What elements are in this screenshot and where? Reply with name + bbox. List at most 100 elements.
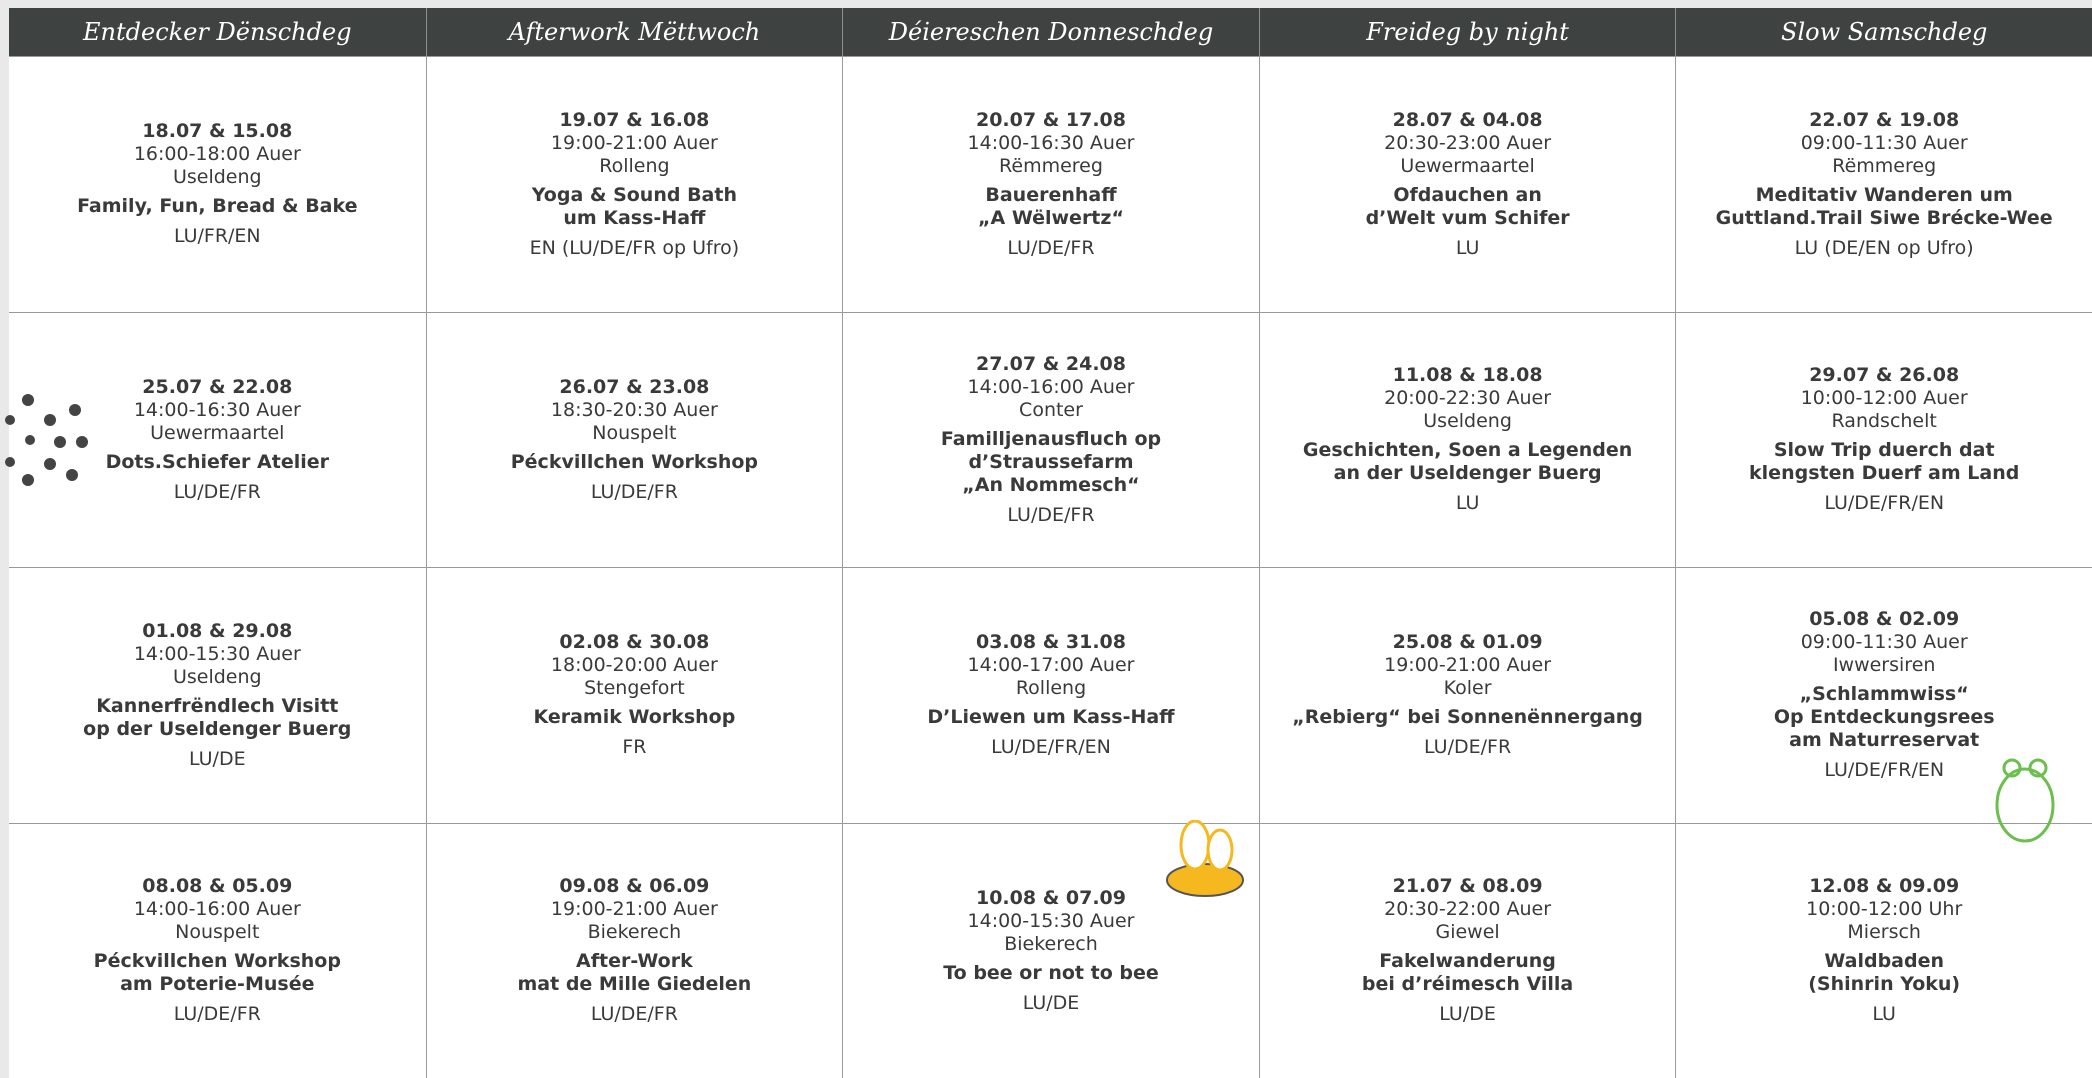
event-cell: 18.07 & 15.08 16:00-18:00 Auer Useldeng Fam… bbox=[9, 56, 426, 312]
event-time: 09:00-11:30 Auer bbox=[1800, 631, 1968, 654]
event-title-line: Yoga & Sound Bath bbox=[531, 183, 737, 206]
event-title-line: Slow Trip duerch dat bbox=[1773, 439, 1995, 462]
event-time: 14:00-16:00 Auer bbox=[967, 375, 1135, 398]
event-time: 14:00-16:00 Auer bbox=[133, 898, 301, 921]
event-cell: 26.07 & 23.08 18:30-20:30 Auer Nouspelt Péc… bbox=[425, 311, 843, 567]
event-place: Rëmmereg bbox=[999, 154, 1103, 177]
event-dates: 10.08 & 07.09 bbox=[975, 886, 1126, 909]
event-dates: 21.07 & 08.09 bbox=[1392, 875, 1543, 898]
event-time: 19:00-21:00 Auer bbox=[1384, 654, 1552, 677]
event-languages: LU bbox=[1872, 1003, 1896, 1026]
event-dates: 22.07 & 19.08 bbox=[1809, 108, 1960, 131]
event-place: Stengefort bbox=[584, 677, 685, 700]
event-place: Useldeng bbox=[172, 665, 262, 688]
event-languages: LU/FR/EN bbox=[173, 225, 261, 248]
event-languages: LU/DE/FR bbox=[590, 1003, 678, 1026]
event-time: 20:00-22:30 Auer bbox=[1384, 387, 1552, 410]
column-header: Afterwork Mëttwoch bbox=[425, 8, 843, 56]
event-title-line: „An Nommesch“ bbox=[962, 473, 1140, 496]
event-place: Useldeng bbox=[1423, 410, 1512, 433]
event-title: Waldbaden (Shinrin Yoku) bbox=[1808, 950, 1960, 996]
event-dates: 26.07 & 23.08 bbox=[559, 375, 710, 398]
event-place: Miersch bbox=[1847, 921, 1921, 944]
event-title: To bee or not to bee bbox=[943, 962, 1159, 985]
event-place: Rolleng bbox=[599, 154, 670, 177]
event-languages: LU bbox=[1455, 492, 1480, 515]
event-dates: 09.08 & 06.09 bbox=[559, 875, 710, 898]
event-dates: 29.07 & 26.08 bbox=[1809, 364, 1960, 387]
event-cell: 08.08 & 05.09 14:00-16:00 Auer Nouspelt Péc… bbox=[9, 822, 426, 1078]
event-title: Familljenausfluch op d’Straussefarm „An No… bbox=[941, 428, 1161, 497]
event-title-line: Kannerfrëndlech Visitt bbox=[96, 694, 339, 717]
event-title: Slow Trip duerch dat klengsten Duerf am L… bbox=[1749, 439, 2019, 485]
event-dates: 25.07 & 22.08 bbox=[142, 375, 293, 398]
event-title-line: bei d’réimesch Villa bbox=[1361, 973, 1574, 996]
event-dates: 01.08 & 29.08 bbox=[142, 619, 293, 642]
event-cell: 11.08 & 18.08 20:00-22:30 Auer Useldeng Ges… bbox=[1258, 311, 1676, 567]
event-cell: 29.07 & 26.08 10:00-12:00 Auer Randschelt S… bbox=[1675, 311, 2092, 567]
event-title-line: am Poterie-Musée bbox=[120, 973, 315, 996]
event-title-line: am Naturreservat bbox=[1789, 729, 1980, 752]
column-header: Entdecker Dënschdeg bbox=[9, 8, 426, 56]
event-cell: 12.08 & 09.09 10:00-12:00 Uhr Miersch Waldb… bbox=[1675, 822, 2092, 1078]
event-time: 14:00-16:30 Auer bbox=[967, 131, 1135, 154]
event-languages: LU/DE/FR/EN bbox=[1824, 759, 1945, 782]
event-title-line: Péckvillchen Workshop bbox=[510, 450, 759, 473]
event-place: Koler bbox=[1443, 677, 1492, 700]
event-title-line: Keramik Workshop bbox=[533, 706, 736, 729]
event-title-line: op der Useldenger Buerg bbox=[83, 717, 352, 740]
event-cell: 19.07 & 16.08 19:00-21:00 Auer Rolleng Yoga… bbox=[425, 56, 843, 312]
event-cell: 22.07 & 19.08 09:00-11:30 Auer Rëmmereg Med… bbox=[1675, 56, 2092, 312]
event-title: Family, Fun, Bread & Bake bbox=[77, 195, 357, 218]
event-title-line: Ofdauchen an bbox=[1393, 183, 1542, 206]
event-place: Conter bbox=[1019, 398, 1083, 421]
event-title-line: d’Straussefarm bbox=[968, 450, 1134, 473]
event-time: 20:30-23:00 Auer bbox=[1384, 131, 1552, 154]
event-dates: 02.08 & 30.08 bbox=[559, 631, 710, 654]
event-title: Ofdauchen an d’Welt vum Schifer bbox=[1366, 184, 1570, 230]
event-dates: 20.07 & 17.08 bbox=[975, 108, 1126, 131]
event-time: 19:00-21:00 Auer bbox=[550, 131, 718, 154]
schedule-grid: Entdecker Dënschdeg Afterwork Mëttwoch Déi… bbox=[9, 8, 2092, 1078]
event-title-line: Guttland.Trail Siwe Brécke-Wee bbox=[1715, 206, 2053, 229]
event-title: Dots.Schiefer Atelier bbox=[106, 451, 329, 474]
column-header: Déiereschen Donneschdeg bbox=[842, 8, 1259, 56]
event-languages: LU (DE/EN op Ufro) bbox=[1794, 236, 1974, 259]
event-time: 18:00-20:00 Auer bbox=[550, 654, 718, 677]
event-languages: LU/DE bbox=[1022, 991, 1080, 1014]
event-title: „Schlammwiss“ Op Entdeckungsrees am Naturr… bbox=[1774, 683, 1995, 752]
event-title-line: „Rebierg“ bei Sonnenënnergang bbox=[1292, 706, 1643, 729]
event-cell: 02.08 & 30.08 18:00-20:00 Auer Stengefort K… bbox=[425, 567, 843, 823]
event-languages: LU/DE/FR bbox=[590, 480, 678, 503]
event-title-line: d’Welt vum Schifer bbox=[1365, 206, 1570, 229]
event-title: Yoga & Sound Bath um Kass-Haff bbox=[532, 184, 737, 230]
event-time: 14:00-15:30 Auer bbox=[967, 909, 1135, 932]
event-dates: 08.08 & 05.09 bbox=[142, 875, 293, 898]
event-title: D’Liewen um Kass-Haff bbox=[927, 706, 1174, 729]
event-languages: LU/DE/FR/EN bbox=[1824, 492, 1945, 515]
event-place: Nouspelt bbox=[175, 921, 260, 944]
event-title-line: After-Work bbox=[576, 950, 693, 973]
event-time: 14:00-17:00 Auer bbox=[967, 654, 1135, 677]
event-cell: 10.08 & 07.09 14:00-15:30 Auer Biekerech To… bbox=[842, 822, 1259, 1078]
event-title-line: „A Wëlwertz“ bbox=[978, 206, 1124, 229]
event-title-line: Bauerenhaff bbox=[985, 183, 1117, 206]
event-languages: LU/DE bbox=[1439, 1003, 1496, 1026]
event-title-line: Op Entdeckungsrees bbox=[1773, 706, 1995, 729]
event-title-line: (Shinrin Yoku) bbox=[1808, 973, 1961, 996]
event-languages: LU/DE/FR bbox=[1007, 236, 1095, 259]
event-title: Geschichten, Soen a Legenden an der Useld… bbox=[1303, 439, 1632, 485]
event-cell: 09.08 & 06.09 19:00-21:00 Auer Biekerech Af… bbox=[425, 822, 843, 1078]
column-header: Slow Samschdeg bbox=[1675, 8, 2092, 56]
event-time: 18:30-20:30 Auer bbox=[550, 398, 718, 421]
event-dates: 25.08 & 01.09 bbox=[1392, 631, 1543, 654]
event-languages: EN (LU/DE/FR op Ufro) bbox=[529, 236, 740, 259]
event-dates: 18.07 & 15.08 bbox=[142, 120, 293, 143]
event-time: 10:00-12:00 Auer bbox=[1800, 387, 1968, 410]
event-time: 10:00-12:00 Uhr bbox=[1806, 898, 1963, 921]
event-cell: 27.07 & 24.08 14:00-16:00 Auer Conter Famil… bbox=[842, 311, 1259, 567]
event-languages: LU/DE/FR bbox=[173, 480, 261, 503]
event-dates: 11.08 & 18.08 bbox=[1392, 364, 1543, 387]
event-title: Fakelwanderung bei d’réimesch Villa bbox=[1362, 950, 1573, 996]
